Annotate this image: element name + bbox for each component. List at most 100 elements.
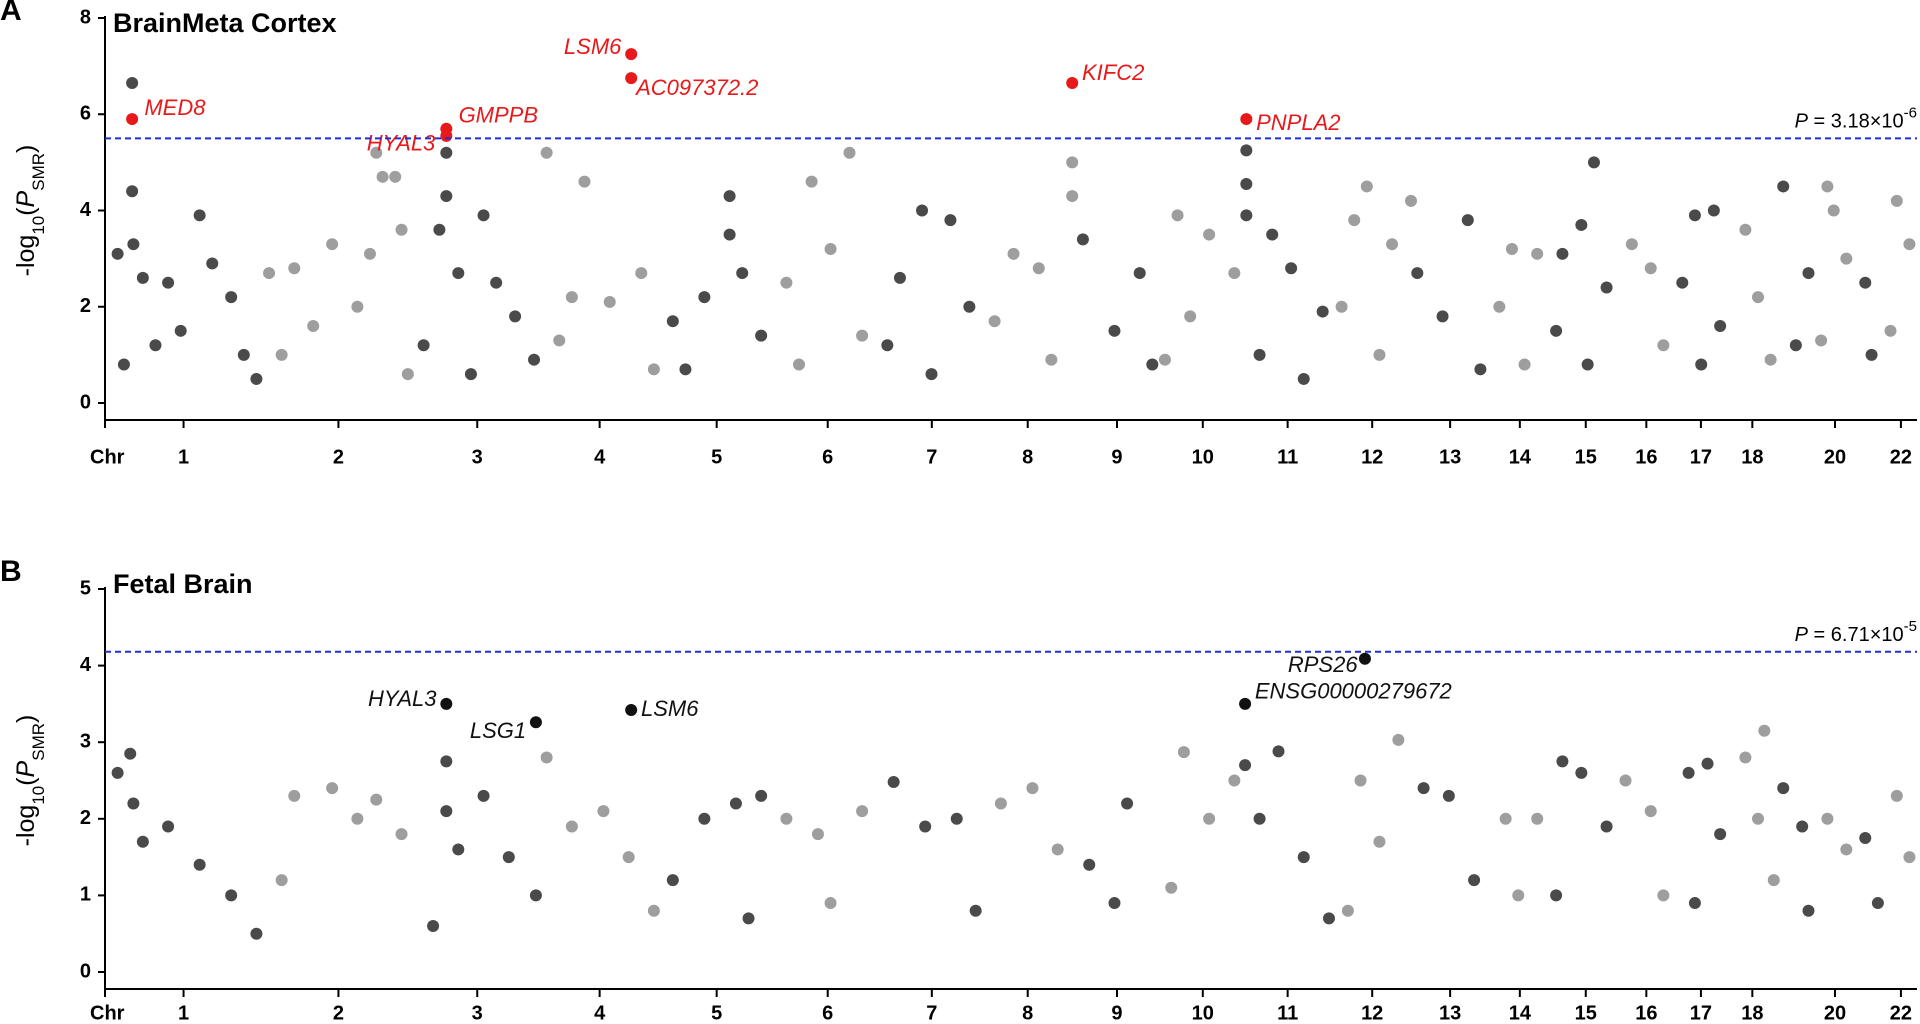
point (1203, 228, 1216, 241)
point (1411, 267, 1424, 280)
point (1348, 214, 1361, 227)
x-tick-label: 17 (1690, 446, 1712, 468)
point-label: LSG1 (470, 718, 526, 743)
point-label: HYAL3 (368, 686, 437, 711)
y-axis-label-part: SMR (29, 723, 48, 761)
point (635, 267, 648, 280)
point (805, 175, 818, 188)
y-axis-label: -log10(PSMR) (12, 715, 48, 847)
y-axis-label-part: SMR (29, 153, 48, 191)
point (1499, 812, 1512, 825)
point (1354, 774, 1367, 787)
point-label: RPS26 (1288, 652, 1358, 677)
point (1758, 724, 1771, 737)
point (111, 766, 124, 779)
point (1688, 209, 1701, 222)
point (723, 190, 736, 203)
point (1821, 812, 1834, 825)
point (603, 295, 616, 308)
x-tick-label: 13 (1439, 446, 1461, 468)
point (1821, 180, 1834, 193)
y-axis-label-part: 10 (29, 786, 48, 805)
point (625, 72, 638, 85)
y-axis-label-part: 10 (29, 216, 48, 235)
point (944, 214, 957, 227)
threshold-label: P = 3.18×10-6 (1795, 105, 1917, 133)
point-label: HYAL3 (367, 130, 436, 155)
x-tick-label: 4 (594, 1002, 606, 1024)
point (1468, 874, 1481, 887)
point (1373, 835, 1386, 848)
point (127, 238, 140, 251)
point (440, 805, 453, 818)
point (1556, 755, 1569, 768)
point (969, 904, 982, 917)
point (1840, 843, 1853, 856)
x-tick-label: 16 (1635, 446, 1657, 468)
point (1739, 223, 1752, 236)
point (1890, 194, 1903, 207)
y-tick-label: 2 (80, 807, 91, 829)
threshold-label: P = 6.71×10-5 (1795, 618, 1917, 646)
point (856, 805, 869, 818)
x-tick-label: 2 (333, 1002, 344, 1024)
point (893, 271, 906, 284)
x-tick-label: 15 (1575, 446, 1597, 468)
x-tick-label: 7 (926, 446, 937, 468)
point (288, 262, 301, 275)
point (1531, 812, 1544, 825)
point (1386, 238, 1399, 251)
panel-letter: B (0, 555, 22, 588)
threshold-label-part: = 3.18×10 (1808, 111, 1904, 133)
point (1556, 247, 1569, 260)
point-label: ENSG00000279672 (1255, 679, 1452, 704)
point (1121, 797, 1134, 810)
y-tick-label: 6 (80, 103, 91, 125)
point (1777, 180, 1790, 193)
y-tick-label: 1 (80, 884, 91, 906)
point (1701, 757, 1714, 770)
point (1767, 874, 1780, 887)
point (565, 291, 578, 304)
point-label: LSM6 (564, 34, 622, 59)
point (1341, 904, 1354, 917)
y-axis-label-part: -log (12, 235, 40, 277)
point (1285, 262, 1298, 275)
point (597, 805, 610, 818)
point (126, 76, 139, 89)
point (477, 789, 490, 802)
point (1373, 348, 1386, 361)
x-tick-label: 16 (1635, 1002, 1657, 1024)
point (529, 889, 542, 902)
point (1802, 904, 1815, 917)
point (162, 276, 175, 289)
y-tick-label: 5 (80, 577, 91, 599)
point (963, 300, 976, 313)
point (1392, 733, 1405, 746)
point (477, 209, 490, 222)
threshold-label-part: P (1795, 111, 1809, 133)
y-tick-label: 3 (80, 730, 91, 752)
point (307, 320, 320, 332)
point (1272, 745, 1285, 758)
x-tick-label: 5 (711, 1002, 722, 1024)
x-tick-label: 20 (1824, 446, 1846, 468)
point (1752, 291, 1765, 304)
y-axis-label-part: ) (12, 145, 40, 153)
point (464, 368, 477, 381)
y-axis-label: -log10(PSMR) (12, 145, 48, 277)
point (162, 820, 175, 833)
point (1253, 812, 1266, 825)
point (1266, 228, 1279, 241)
point (1644, 262, 1657, 275)
point (1890, 789, 1903, 802)
point (1840, 252, 1853, 265)
point (881, 339, 894, 352)
point (136, 271, 149, 284)
x-tick-label: 8 (1022, 1002, 1033, 1024)
point (887, 776, 900, 789)
point (1228, 267, 1241, 280)
point (1066, 76, 1079, 89)
